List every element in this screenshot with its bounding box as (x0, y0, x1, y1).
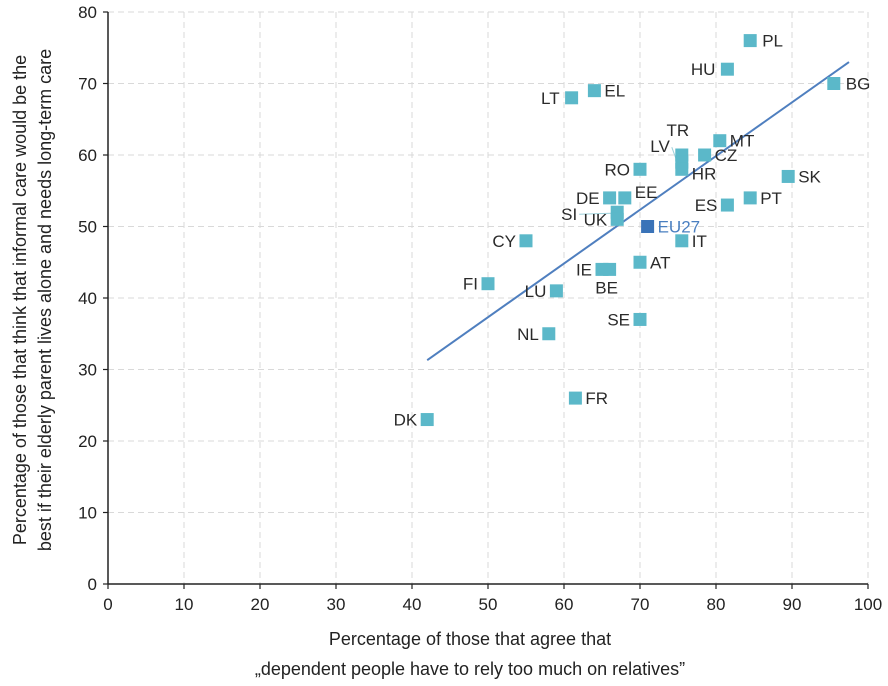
y-axis-title-line2: best if their elderly parent lives alone… (35, 49, 55, 551)
leader-line-si (579, 212, 612, 215)
x-tick-label: 20 (251, 595, 270, 614)
leader-line-lv (671, 146, 677, 159)
x-tick-label: 0 (103, 595, 112, 614)
point-label-ro: RO (605, 160, 631, 179)
y-tick-label: 40 (78, 289, 97, 308)
point-fr (568, 391, 582, 405)
y-tick-label: 20 (78, 432, 97, 451)
point-label-cz: CZ (715, 146, 738, 165)
point-be (603, 262, 617, 276)
data-points (420, 34, 841, 427)
x-tick-label: 40 (403, 595, 422, 614)
point-lu (549, 284, 563, 298)
point-de (603, 191, 617, 205)
point-label-se: SE (607, 310, 630, 329)
point-label-si: SI (561, 205, 577, 224)
x-tick-label: 70 (631, 595, 650, 614)
point-label-hu: HU (691, 60, 716, 79)
x-tick-label: 80 (707, 595, 726, 614)
point-eu27 (641, 220, 655, 233)
point-pl (743, 34, 757, 48)
y-tick-label: 60 (78, 146, 97, 165)
x-tick-label: 60 (555, 595, 574, 614)
point-ro (633, 162, 647, 176)
point-fi (481, 277, 495, 291)
trend-layer (426, 61, 850, 362)
point-label-it: IT (692, 232, 707, 251)
point-labels: PL HU BG LT EL TR MT LV CZ RO HR SK DE EE PT ES SI UK EU27… (394, 32, 871, 430)
x-tick-label: 90 (783, 595, 802, 614)
x-tick-label: 50 (479, 595, 498, 614)
point-label-hr: HR (692, 164, 717, 183)
point-mt (713, 134, 727, 148)
point-label-el: EL (604, 82, 625, 101)
grid-lines (108, 11, 869, 584)
point-at (633, 255, 647, 269)
y-tick-label: 30 (78, 361, 97, 380)
x-tick-label: 10 (175, 595, 194, 614)
point-label-pl: PL (762, 32, 783, 51)
x-tick-label: 100 (854, 595, 882, 614)
point-hu (720, 62, 734, 76)
point-label-ee: EE (635, 183, 658, 202)
point-label-de: DE (576, 189, 600, 208)
point-dk (420, 413, 434, 427)
point-label-es: ES (695, 196, 718, 215)
point-label-dk: DK (394, 411, 418, 430)
point-label-ie: IE (576, 260, 592, 279)
y-axis-title-line1: Percentage of those that think that info… (10, 55, 30, 545)
trend-line (426, 61, 850, 362)
point-label-fi: FI (463, 275, 478, 294)
point-bg (827, 77, 841, 90)
point-label-cy: CY (492, 232, 516, 251)
point-label-sk: SK (798, 167, 821, 186)
point-label-fr: FR (585, 389, 608, 408)
y-tick-label: 70 (78, 75, 97, 94)
point-label-at: AT (650, 253, 670, 272)
y-tick-label: 80 (78, 3, 97, 22)
point-label-tr: TR (666, 121, 689, 140)
point-label-lu: LU (525, 282, 547, 301)
x-axis-title-line2: „dependent people have to rely too much … (255, 659, 685, 679)
label-leader-lines (579, 146, 677, 215)
y-tick-label: 10 (78, 504, 97, 523)
point-label-pt: PT (760, 189, 782, 208)
point-se (633, 312, 647, 326)
point-label-mt: MT (730, 132, 755, 151)
x-axis-title-line1: Percentage of those that agree that (329, 629, 611, 649)
point-label-bg: BG (846, 75, 871, 94)
point-label-lt: LT (541, 89, 560, 108)
point-label-nl: NL (517, 325, 539, 344)
point-nl (542, 327, 556, 341)
point-label-lv: LV (650, 137, 670, 156)
point-uk (610, 212, 624, 226)
point-label-uk: UK (584, 210, 608, 229)
point-es (720, 198, 734, 212)
point-label-eu27: EU27 (658, 218, 701, 237)
point-lt (565, 91, 579, 105)
point-it (675, 234, 689, 248)
point-sk (781, 169, 795, 183)
tick-labels: 0 10 20 30 40 50 60 70 80 0 10 20 30 40 50 60 70 80 90 100 (78, 3, 882, 614)
point-label-be: BE (595, 278, 618, 297)
point-pt (743, 191, 757, 205)
y-tick-label: 0 (88, 575, 97, 594)
y-tick-label: 50 (78, 218, 97, 237)
point-ee (618, 191, 632, 205)
x-tick-label: 30 (327, 595, 346, 614)
point-hr (675, 162, 689, 176)
point-cz (698, 148, 712, 162)
point-el (587, 84, 601, 98)
point-cy (519, 234, 533, 248)
axes (103, 11, 869, 589)
